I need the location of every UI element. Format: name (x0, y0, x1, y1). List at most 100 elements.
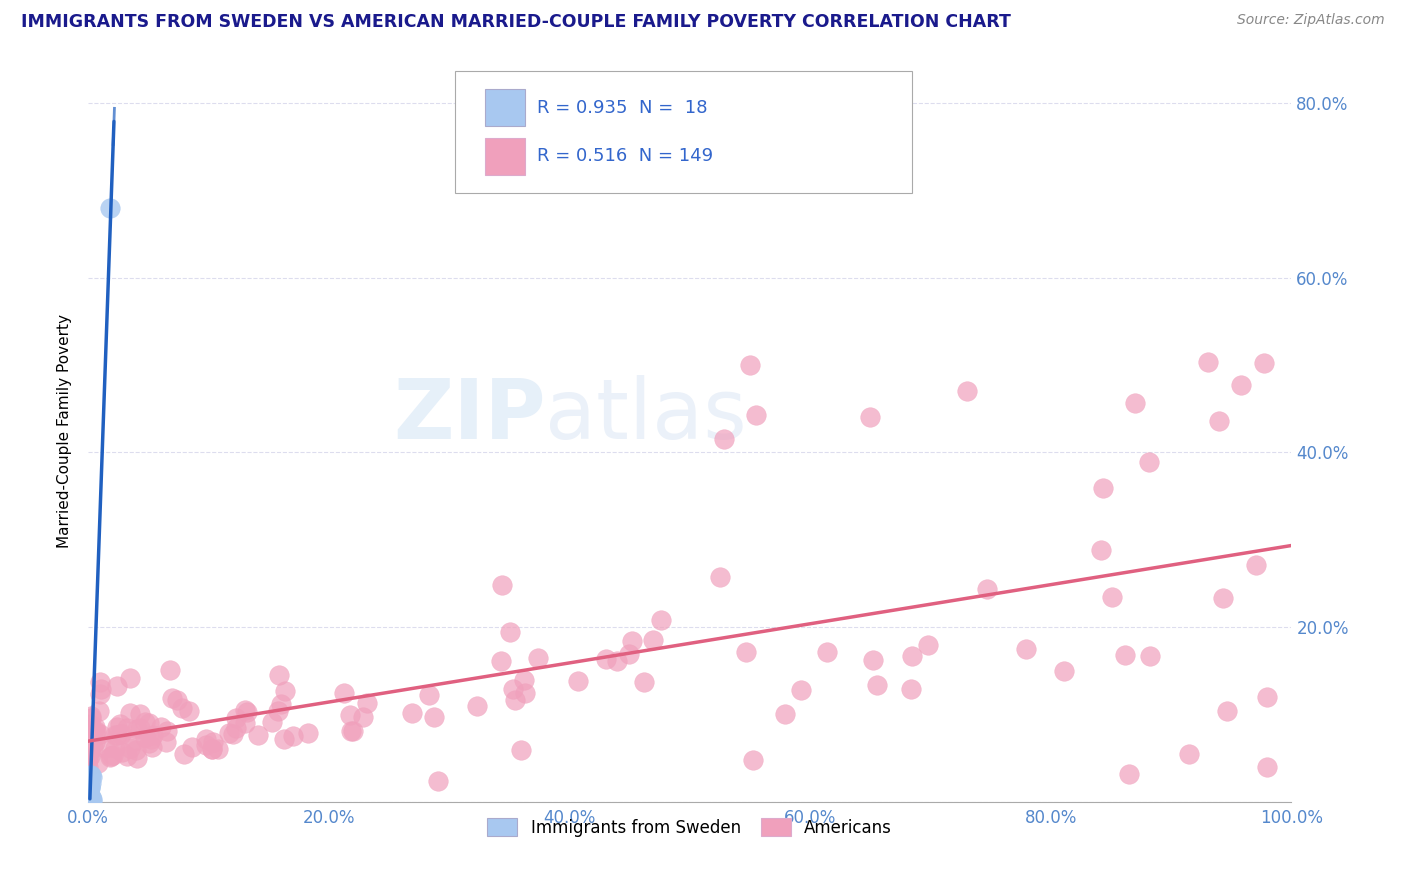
Point (260, 715, 283, 730)
Point (100, 749, 122, 764)
Point (120, 740, 142, 755)
Point (499, 624, 522, 639)
Point (222, 727, 245, 741)
Point (122, 734, 145, 748)
Point (641, 632, 664, 647)
Point (142, 728, 165, 742)
Point (1230, 378, 1253, 392)
Point (120, 706, 142, 721)
Point (297, 726, 319, 740)
Point (270, 698, 292, 712)
Point (1212, 591, 1234, 605)
Point (79, 767, 101, 781)
Point (79, 780, 101, 795)
Point (917, 638, 939, 652)
Point (159, 663, 181, 677)
Point (491, 578, 513, 592)
Text: atlas: atlas (546, 376, 747, 456)
Point (235, 705, 257, 719)
Point (1137, 454, 1160, 468)
FancyBboxPatch shape (485, 89, 524, 127)
Point (621, 634, 644, 648)
Point (273, 732, 295, 747)
Point (79, 769, 101, 783)
Text: Source: ZipAtlas.com: Source: ZipAtlas.com (1237, 13, 1385, 28)
Point (139, 732, 162, 747)
Point (80, 708, 103, 723)
Point (742, 753, 765, 767)
Point (401, 706, 423, 721)
Point (79, 781, 101, 796)
Point (179, 704, 201, 718)
Point (1123, 396, 1146, 410)
Text: R = 0.516  N = 149: R = 0.516 N = 149 (537, 147, 713, 165)
Point (80, 775, 103, 789)
Point (110, 727, 132, 741)
Point (1053, 664, 1076, 678)
Point (1208, 414, 1230, 428)
Point (1244, 558, 1267, 573)
Point (200, 742, 222, 756)
Point (1139, 648, 1161, 663)
Point (201, 735, 224, 749)
Point (567, 673, 589, 688)
Point (80, 790, 103, 805)
Point (105, 720, 128, 734)
Point (353, 709, 375, 723)
Point (1092, 481, 1115, 495)
Point (111, 745, 134, 759)
Point (650, 613, 672, 627)
Point (900, 681, 922, 696)
Point (127, 750, 149, 764)
Point (77, 791, 100, 805)
Point (225, 711, 247, 725)
Point (155, 735, 177, 749)
Point (1101, 590, 1123, 604)
Point (339, 708, 361, 723)
Point (1118, 767, 1140, 781)
Point (128, 707, 150, 722)
Point (134, 731, 156, 745)
Point (866, 678, 889, 692)
Point (418, 688, 440, 702)
Point (1256, 759, 1278, 773)
Point (423, 710, 446, 724)
Point (170, 701, 193, 715)
Point (118, 671, 141, 685)
Point (274, 683, 297, 698)
Point (166, 693, 188, 707)
Point (1090, 542, 1112, 557)
Point (79, 791, 101, 805)
Point (83, 735, 105, 749)
Point (1216, 704, 1239, 718)
Point (1197, 354, 1219, 368)
Point (201, 741, 224, 756)
Point (80, 733, 103, 747)
Point (491, 654, 513, 668)
Point (218, 726, 240, 740)
Point (976, 582, 998, 596)
Text: IMMIGRANTS FROM SWEDEN VS AMERICAN MARRIED-COUPLE FAMILY POVERTY CORRELATION CHA: IMMIGRANTS FROM SWEDEN VS AMERICAN MARRI… (21, 13, 1011, 31)
Point (901, 648, 924, 663)
Point (738, 358, 761, 372)
Point (89, 726, 111, 740)
FancyBboxPatch shape (456, 70, 912, 194)
Point (233, 716, 256, 731)
Point (141, 739, 163, 754)
Point (105, 679, 128, 693)
Point (84, 726, 107, 740)
Point (104, 741, 127, 756)
Point (77, 730, 100, 744)
Point (225, 722, 247, 736)
Point (789, 682, 811, 697)
Point (104, 728, 127, 742)
Point (247, 728, 270, 742)
Point (94, 740, 117, 755)
Point (527, 651, 550, 665)
Point (735, 645, 758, 659)
Point (859, 410, 882, 425)
Point (100, 749, 122, 764)
Point (82, 740, 104, 755)
Point (815, 645, 838, 659)
Point (513, 673, 536, 687)
